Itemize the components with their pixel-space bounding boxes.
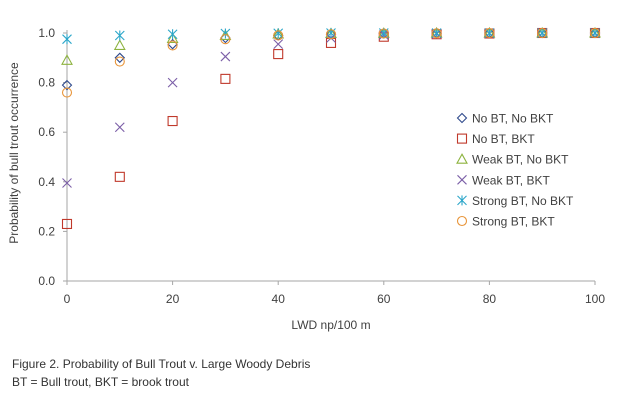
legend-label: Weak BT, No BKT — [472, 153, 569, 167]
data-point — [62, 178, 72, 188]
legend-label: Weak BT, BKT — [472, 173, 550, 187]
y-tick-label: 0.0 — [38, 274, 55, 288]
legend-marker — [456, 133, 468, 144]
data-point — [61, 54, 73, 65]
x-tick-label: 60 — [377, 292, 391, 306]
data-point — [589, 27, 601, 39]
legend-item: No BT, BKT — [456, 132, 535, 146]
legend-item: No BT, No BKT — [456, 112, 554, 126]
data-point — [114, 56, 125, 67]
data-point — [220, 73, 231, 84]
data-point — [325, 29, 337, 40]
data-point — [537, 27, 548, 39]
series-4 — [62, 28, 600, 45]
figure-caption-abbreviations: BT = Bull trout, BKT = brook trout — [12, 375, 189, 389]
data-point — [273, 30, 284, 41]
data-point — [167, 115, 178, 127]
legend-marker — [457, 174, 467, 185]
legend-label: No BT, No BKT — [472, 112, 554, 126]
y-axis-title: Probability of bull trout occurrence — [7, 62, 21, 244]
data-point — [166, 32, 179, 44]
legend-marker — [456, 112, 468, 124]
x-tick-label: 0 — [64, 292, 71, 306]
data-point — [220, 51, 231, 62]
data-point — [378, 28, 389, 39]
x-axis-title: LWD np/100 m — [291, 318, 370, 332]
legend-item: Strong BT, No BKT — [457, 194, 574, 208]
y-tick-label: 0.2 — [38, 224, 55, 238]
x-tick-label: 20 — [166, 292, 180, 306]
scatter-chart: 0.0 0.2 0.4 0.6 0.8 1.0 0 20 40 60 80 100 LWD np/100… — [7, 26, 605, 332]
data-point — [484, 27, 495, 39]
x-tick-label: 100 — [585, 292, 605, 306]
x-tick-label: 80 — [483, 292, 497, 306]
data-point — [114, 171, 125, 182]
legend-item: Weak BT, BKT — [457, 173, 550, 187]
figure-caption: Figure 2. Probability of Bull Trout v. L… — [12, 357, 311, 371]
legend-label: Strong BT, BKT — [472, 215, 555, 229]
legend-item: Strong BT, BKT — [456, 215, 555, 229]
y-tick-label: 0.4 — [38, 175, 55, 189]
data-point — [114, 30, 125, 41]
legend-marker — [457, 195, 467, 206]
legend-item: Weak BT, No BKT — [456, 153, 569, 167]
data-point — [325, 37, 337, 48]
data-point — [220, 28, 231, 39]
data-point — [61, 87, 73, 98]
y-tick-label: 0.8 — [38, 76, 55, 90]
data-point — [113, 39, 126, 50]
data-point — [62, 34, 72, 45]
data-point — [273, 49, 284, 60]
data-point — [114, 52, 126, 64]
chart-axes: 0.0 0.2 0.4 0.6 0.8 1.0 0 20 40 60 80 100 LWD np/100… — [7, 26, 605, 332]
data-point — [220, 34, 231, 45]
x-tick-label: 40 — [272, 292, 286, 306]
y-tick-label: 0.6 — [38, 125, 55, 139]
data-point — [273, 39, 284, 50]
legend-marker — [456, 215, 468, 227]
series-5 — [61, 27, 601, 98]
legend-label: Strong BT, No BKT — [472, 194, 574, 208]
data-point — [431, 28, 442, 39]
legend-marker — [456, 153, 468, 164]
chart-legend: No BT, No BKT No BT, BKT Weak BT, No BKT We… — [456, 112, 574, 229]
data-point — [167, 77, 178, 88]
data-point — [273, 28, 284, 39]
data-point — [167, 29, 178, 40]
data-point — [167, 40, 178, 51]
legend-label: No BT, BKT — [472, 132, 535, 146]
chart-marks — [61, 26, 601, 230]
data-point — [61, 79, 73, 91]
y-tick-label: 1.0 — [38, 26, 55, 40]
data-point — [114, 122, 125, 133]
data-point — [61, 218, 73, 230]
